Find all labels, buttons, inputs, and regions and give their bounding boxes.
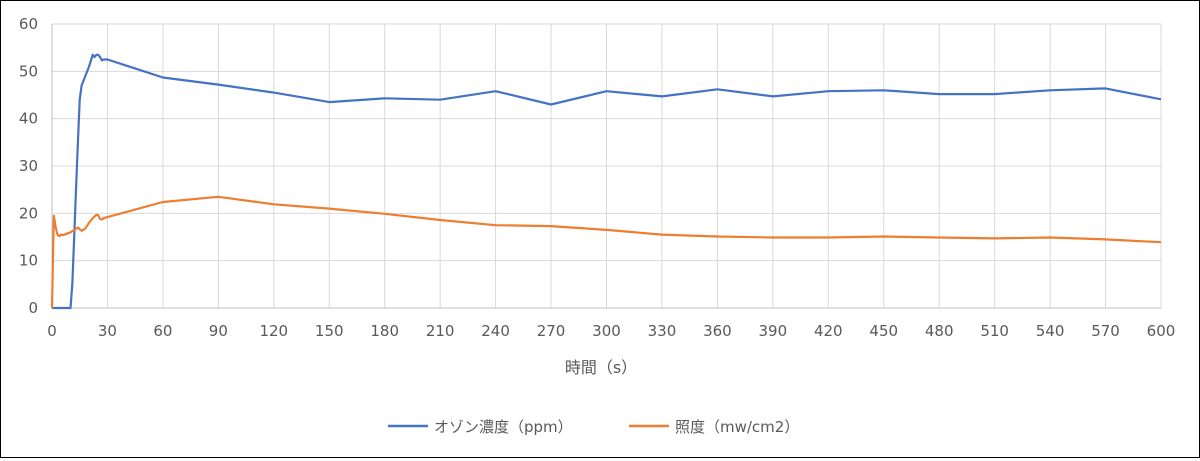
x-tick-label: 480 xyxy=(925,322,954,340)
legend-label-1: 照度（mw/cm2） xyxy=(675,418,799,436)
y-tick-label: 50 xyxy=(19,62,38,80)
x-tick-label: 540 xyxy=(1036,322,1065,340)
x-tick-label: 300 xyxy=(592,322,621,340)
y-tick-label: 20 xyxy=(19,204,38,222)
x-tick-label: 510 xyxy=(980,322,1009,340)
y-tick-label: 10 xyxy=(19,252,38,270)
series-line-0 xyxy=(52,53,1162,310)
x-tick-label: 420 xyxy=(814,322,843,340)
x-tick-label: 450 xyxy=(869,322,898,340)
x-axis-label: 時間（s） xyxy=(565,358,637,377)
x-tick-label: 360 xyxy=(703,322,732,340)
series-lines xyxy=(50,53,1162,310)
x-tick-label: 150 xyxy=(315,322,344,340)
x-tick-labels: 0 30 60 90 120 150 180 210 240 270 300 330 360 390 420… xyxy=(47,322,1175,340)
x-tick-label: 210 xyxy=(426,322,455,340)
series-line-1 xyxy=(50,195,1162,309)
x-tick-label: 600 xyxy=(1147,322,1176,340)
grid-lines xyxy=(52,23,1162,308)
y-tick-label: 30 xyxy=(19,157,38,175)
x-tick-label: 390 xyxy=(759,322,788,340)
y-tick-labels: 0 10 20 30 40 50 60 xyxy=(19,15,38,317)
x-tick-label: 330 xyxy=(648,322,677,340)
x-tick-label: 270 xyxy=(537,322,566,340)
y-tick-label: 40 xyxy=(19,110,38,128)
x-tick-label: 90 xyxy=(209,322,228,340)
x-tick-label: 60 xyxy=(153,322,172,340)
legend: オゾン濃度（ppm） 照度（mw/cm2） xyxy=(388,418,799,436)
y-tick-label: 0 xyxy=(28,299,38,317)
x-tick-label: 180 xyxy=(370,322,399,340)
x-tick-label: 120 xyxy=(259,322,288,340)
x-tick-label: 30 xyxy=(98,322,117,340)
x-tick-label: 570 xyxy=(1091,322,1120,340)
x-tick-label: 0 xyxy=(47,322,57,340)
x-tick-label: 240 xyxy=(481,322,510,340)
y-tick-label: 60 xyxy=(19,15,38,33)
legend-label-0: オゾン濃度（ppm） xyxy=(434,418,573,436)
